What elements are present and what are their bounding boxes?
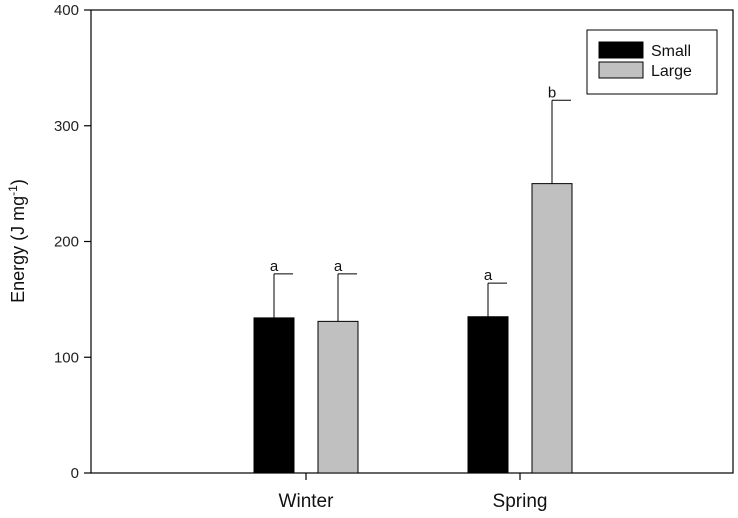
y-tick-label: 100	[54, 349, 79, 366]
legend-swatch-large	[598, 61, 644, 79]
y-axis-title-close: )	[8, 179, 28, 185]
bar-large-spring	[531, 183, 573, 474]
bar-small-winter	[253, 317, 295, 474]
chart-bars: a a a b	[253, 84, 573, 474]
legend-label-small: Small	[651, 43, 691, 60]
y-tick-label: 300	[54, 118, 79, 135]
y-axis-title-main: Energy (J mg	[8, 196, 28, 303]
chart-legend: Small Large	[586, 29, 718, 95]
y-tick-label: 400	[54, 2, 79, 19]
x-category-label: Winter	[279, 491, 335, 512]
y-tick-label: 0	[71, 465, 79, 482]
bar-small-spring	[467, 316, 509, 474]
y-tick-label: 200	[54, 234, 79, 251]
significance-label: a	[270, 258, 279, 275]
bar-large-winter	[317, 320, 359, 474]
chart-ticks: 0 100 200 300 400 Winter Spring	[54, 2, 547, 512]
significance-label: b	[548, 84, 556, 101]
y-axis-title-superscript: -1	[6, 185, 20, 196]
legend-swatch-small	[598, 41, 644, 59]
y-axis-title: Energy (J mg-1)	[6, 179, 28, 303]
significance-label: a	[484, 267, 493, 284]
legend-label-large: Large	[651, 63, 692, 80]
significance-label: a	[334, 258, 343, 275]
x-category-label: Spring	[493, 491, 548, 512]
